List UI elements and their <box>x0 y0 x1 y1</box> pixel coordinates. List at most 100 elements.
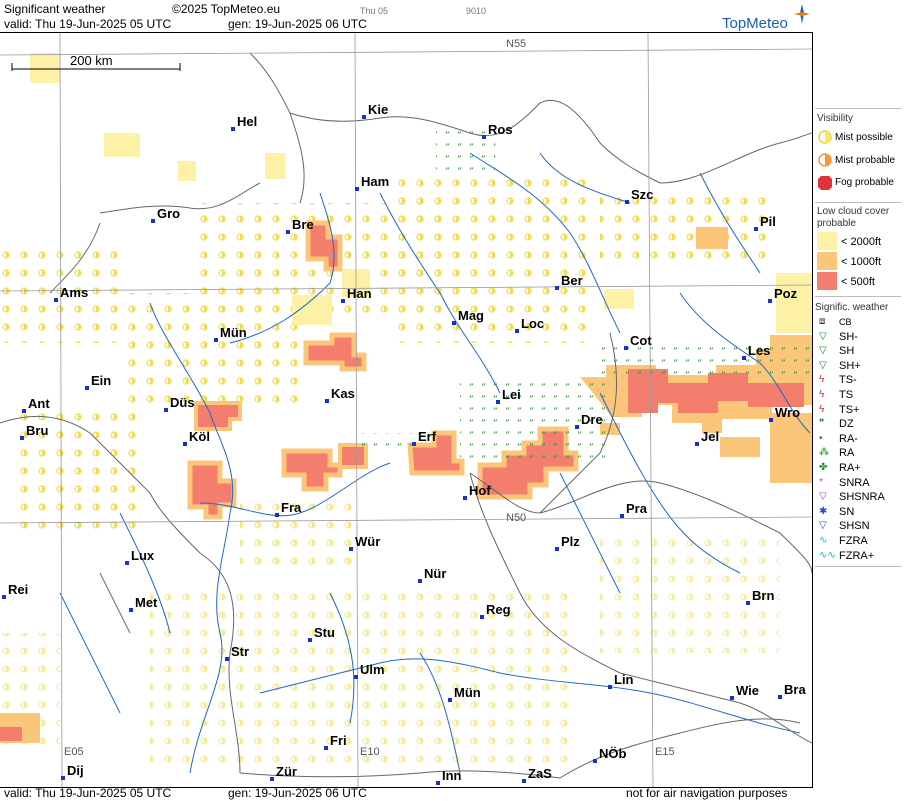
city-marker <box>522 779 526 783</box>
city-marker <box>746 601 750 605</box>
city-marker <box>515 329 519 333</box>
footer-gen: gen: 19-Jun-2025 06 UTC <box>228 786 367 800</box>
mist-areas <box>0 173 780 773</box>
city-label: Stu <box>314 625 335 640</box>
scale-bar: 200 km <box>11 53 181 71</box>
sigwx-symbol-icon: • <box>819 432 823 444</box>
city-label: Mün <box>220 325 247 340</box>
city-marker <box>742 356 746 360</box>
sigwx-symbol-icon: ⧈ <box>819 316 826 327</box>
city-marker <box>730 696 734 700</box>
city-label: Met <box>135 595 158 610</box>
city-marker <box>463 496 467 500</box>
sigwx-symbol-icon: ▽ <box>819 520 827 532</box>
city-label: Mün <box>454 685 481 700</box>
city-marker <box>354 675 358 679</box>
city-label: Ant <box>28 396 50 411</box>
city-label: Ber <box>561 273 583 288</box>
city-marker <box>355 187 359 191</box>
swatch-2000ft <box>817 232 837 250</box>
gen-time: gen: 19-Jun-2025 06 UTC <box>228 17 367 31</box>
sigwx-label: TS+ <box>839 403 860 416</box>
sigwx-label: SHSN <box>839 520 870 533</box>
city-label: Bru <box>26 423 48 438</box>
city-label: Str <box>231 644 249 659</box>
sigwx-symbol-icon: ✱ <box>819 505 828 517</box>
city-marker <box>480 615 484 619</box>
grid-labels: N55 N50 E05 E10 E15 <box>64 38 675 758</box>
grid-label-e15: E15 <box>655 746 675 758</box>
city-marker <box>125 561 129 565</box>
sigwx-symbol-icon: ❞ <box>819 418 825 430</box>
compass-icon <box>794 4 811 24</box>
city-label: Zür <box>276 764 297 779</box>
city-label: Ros <box>488 122 513 137</box>
legend-mist-possible: Mist possible <box>835 132 893 143</box>
city-marker <box>625 200 629 204</box>
sigwx-label: SNRA <box>839 476 870 489</box>
sigwx-label: CB <box>839 317 852 327</box>
city-marker <box>593 759 597 763</box>
city-marker <box>620 514 624 518</box>
legend-500ft: < 500ft <box>841 276 875 288</box>
drizzle-areas <box>360 123 812 463</box>
city-label: Ams <box>60 285 88 300</box>
city-marker <box>308 638 312 642</box>
city-markers: Kie Hel Ros Ham Szc Gro Bre Pil Ber Ams Han Poz Mag L… <box>2 102 806 785</box>
map-canvas: ” <box>0 32 813 788</box>
city-marker <box>214 338 218 342</box>
topmeteo-logo: TopMeteo <box>722 4 811 32</box>
fog-probable-icon <box>818 176 832 190</box>
city-marker <box>270 777 274 781</box>
city-label: Nür <box>424 566 446 581</box>
brand-name: TopMeteo <box>722 15 788 32</box>
legend-divider <box>815 566 901 567</box>
city-marker <box>341 299 345 303</box>
city-marker <box>555 547 559 551</box>
city-marker <box>754 227 758 231</box>
legend-divider <box>815 202 901 203</box>
city-label: Lin <box>614 672 634 687</box>
city-label: Gro <box>157 206 180 221</box>
sigwx-label: SN <box>839 505 855 518</box>
mist-possible-icon <box>818 130 832 144</box>
run-code: 9010 <box>466 6 487 16</box>
sigwx-symbol-icon: ▽ <box>819 330 827 342</box>
legend-2000ft: < 2000ft <box>841 236 882 248</box>
city-label: Dij <box>67 763 84 778</box>
city-label: Pil <box>760 214 776 229</box>
city-label: Poz <box>774 286 798 301</box>
sigwx-symbol-icon: ▽ <box>819 345 827 357</box>
sigwx-symbol-icon: ϟ <box>819 374 825 386</box>
city-marker <box>349 547 353 551</box>
city-label: Loc <box>521 316 544 331</box>
grid-label-n55: N55 <box>506 38 526 50</box>
day-code: Thu 05 <box>360 6 389 16</box>
city-label: Lux <box>131 548 155 563</box>
city-label: NÖb <box>599 746 627 761</box>
city-label: Rei <box>8 582 28 597</box>
sigwx-symbol-icon: ϟ <box>819 389 825 400</box>
sigwx-symbol-icon: ⁂ <box>819 447 829 459</box>
city-marker <box>624 346 628 350</box>
sigwx-title: Signific. weather <box>815 302 889 313</box>
weather-map[interactable]: ” <box>0 32 813 788</box>
copyright: ©2025 TopMeteo.eu <box>172 2 281 16</box>
city-marker <box>324 746 328 750</box>
sigwx-symbol-icon: ▽ <box>819 359 827 371</box>
city-label: Hof <box>469 483 491 498</box>
sigwx-label: FZRA+ <box>839 549 875 562</box>
city-label: Ein <box>91 373 111 388</box>
city-label: Plz <box>561 534 580 549</box>
scale-label: 200 km <box>70 53 113 68</box>
city-label: Ham <box>361 174 389 189</box>
sigwx-symbol-icon: ϟ <box>819 403 825 415</box>
swatch-1000ft <box>817 252 837 270</box>
city-label: Kie <box>368 102 388 117</box>
city-label: Bre <box>292 217 314 232</box>
legend-divider <box>815 296 901 297</box>
city-label: Fra <box>281 500 302 515</box>
lat-lon-grid <box>0 32 813 788</box>
city-marker <box>225 657 229 661</box>
city-label: Kas <box>331 386 355 401</box>
